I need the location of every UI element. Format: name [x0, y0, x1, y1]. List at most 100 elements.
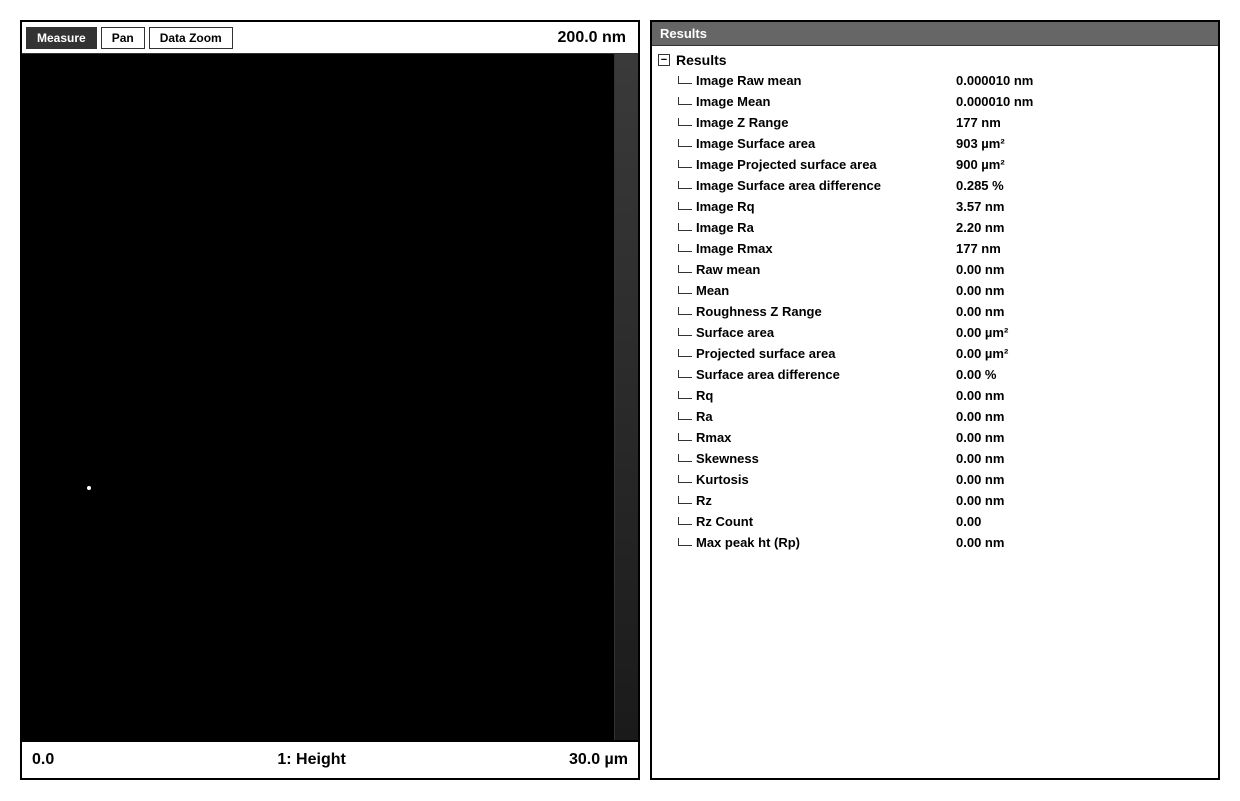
results-row[interactable]: Image Rmax177 nm — [654, 238, 1216, 259]
x-axis-min: 0.0 — [32, 751, 54, 769]
tree-connector-icon — [678, 496, 692, 504]
tree-connector-icon — [678, 160, 692, 168]
results-row-value: 0.00 µm² — [956, 325, 1008, 340]
results-row-value: 0.00 — [956, 514, 981, 529]
tree-connector-icon — [678, 244, 692, 252]
color-scale-bar — [614, 54, 638, 740]
results-row-label: Raw mean — [696, 262, 956, 277]
results-row[interactable]: Surface area0.00 µm² — [654, 322, 1216, 343]
tree-connector-icon — [678, 202, 692, 210]
results-row-label: Image Projected surface area — [696, 157, 956, 172]
results-row[interactable]: Rz Count0.00 — [654, 511, 1216, 532]
results-row[interactable]: Mean0.00 nm — [654, 280, 1216, 301]
results-header: Results — [652, 22, 1218, 46]
results-row-value: 0.00 nm — [956, 493, 1004, 508]
collapse-icon[interactable]: − — [658, 54, 670, 66]
results-row-value: 2.20 nm — [956, 220, 1004, 235]
results-row-value: 0.285 % — [956, 178, 1004, 193]
results-row-value: 177 nm — [956, 241, 1001, 256]
results-row[interactable]: Rmax0.00 nm — [654, 427, 1216, 448]
tree-connector-icon — [678, 286, 692, 294]
results-row-value: 0.000010 nm — [956, 94, 1033, 109]
results-row-value: 0.00 nm — [956, 451, 1004, 466]
z-scale-label: 200.0 nm — [558, 29, 634, 47]
results-row-value: 177 nm — [956, 115, 1001, 130]
pan-button[interactable]: Pan — [101, 27, 145, 49]
results-row[interactable]: Projected surface area0.00 µm² — [654, 343, 1216, 364]
results-row-value: 0.00 nm — [956, 262, 1004, 277]
tree-connector-icon — [678, 118, 692, 126]
results-row-label: Image Surface area difference — [696, 178, 956, 193]
results-row-value: 0.00 nm — [956, 304, 1004, 319]
channel-label: 1: Height — [54, 751, 569, 769]
results-row-label: Skewness — [696, 451, 956, 466]
results-row[interactable]: Rz0.00 nm — [654, 490, 1216, 511]
results-row[interactable]: Rq0.00 nm — [654, 385, 1216, 406]
results-row-label: Image Rq — [696, 199, 956, 214]
image-footer: 0.0 1: Height 30.0 µm — [22, 740, 638, 778]
results-row[interactable]: Ra0.00 nm — [654, 406, 1216, 427]
tree-connector-icon — [678, 454, 692, 462]
results-row-label: Rmax — [696, 430, 956, 445]
tree-connector-icon — [678, 370, 692, 378]
results-row-label: Kurtosis — [696, 472, 956, 487]
results-row-value: 0.00 nm — [956, 430, 1004, 445]
tree-connector-icon — [678, 475, 692, 483]
results-row[interactable]: Image Raw mean0.000010 nm — [654, 70, 1216, 91]
afm-image-viewport[interactable] — [22, 54, 614, 740]
results-row[interactable]: Image Surface area903 µm² — [654, 133, 1216, 154]
data-zoom-button[interactable]: Data Zoom — [149, 27, 233, 49]
results-row-value: 0.000010 nm — [956, 73, 1033, 88]
app-container: Measure Pan Data Zoom 200.0 nm 0.0 1: He… — [0, 0, 1240, 801]
results-row[interactable]: Image Rq3.57 nm — [654, 196, 1216, 217]
results-row[interactable]: Max peak ht (Rp)0.00 nm — [654, 532, 1216, 553]
results-row[interactable]: Kurtosis0.00 nm — [654, 469, 1216, 490]
results-row[interactable]: Raw mean0.00 nm — [654, 259, 1216, 280]
x-axis-max: 30.0 µm — [569, 751, 628, 769]
results-row-label: Max peak ht (Rp) — [696, 535, 956, 550]
results-row-value: 3.57 nm — [956, 199, 1004, 214]
results-tree: − Results Image Raw mean0.000010 nmImage… — [652, 46, 1218, 778]
tree-connector-icon — [678, 76, 692, 84]
tree-connector-icon — [678, 412, 692, 420]
tree-connector-icon — [678, 307, 692, 315]
results-row-label: Ra — [696, 409, 956, 424]
results-row-label: Projected surface area — [696, 346, 956, 361]
results-row-value: 903 µm² — [956, 136, 1005, 151]
tree-connector-icon — [678, 349, 692, 357]
results-root-node[interactable]: − Results — [654, 50, 1216, 70]
results-row-value: 0.00 nm — [956, 472, 1004, 487]
measure-button[interactable]: Measure — [26, 27, 97, 49]
results-row-value: 900 µm² — [956, 157, 1005, 172]
results-row[interactable]: Image Projected surface area900 µm² — [654, 154, 1216, 175]
results-row-value: 0.00 nm — [956, 535, 1004, 550]
results-row-label: Image Surface area — [696, 136, 956, 151]
image-feature-dot — [87, 486, 91, 490]
results-row-label: Image Rmax — [696, 241, 956, 256]
results-row-label: Image Mean — [696, 94, 956, 109]
results-row[interactable]: Roughness Z Range0.00 nm — [654, 301, 1216, 322]
image-toolbar: Measure Pan Data Zoom 200.0 nm — [22, 22, 638, 54]
results-row[interactable]: Image Z Range177 nm — [654, 112, 1216, 133]
results-root-label: Results — [676, 52, 727, 68]
tree-connector-icon — [678, 97, 692, 105]
results-row-label: Surface area difference — [696, 367, 956, 382]
results-panel: Results − Results Image Raw mean0.000010… — [650, 20, 1220, 780]
tree-connector-icon — [678, 433, 692, 441]
tree-connector-icon — [678, 517, 692, 525]
results-row-label: Rq — [696, 388, 956, 403]
tree-connector-icon — [678, 139, 692, 147]
tree-connector-icon — [678, 265, 692, 273]
results-row[interactable]: Skewness0.00 nm — [654, 448, 1216, 469]
results-row[interactable]: Image Surface area difference0.285 % — [654, 175, 1216, 196]
image-area — [22, 54, 638, 740]
results-row[interactable]: Image Mean0.000010 nm — [654, 91, 1216, 112]
tree-connector-icon — [678, 538, 692, 546]
results-row[interactable]: Image Ra2.20 nm — [654, 217, 1216, 238]
results-row-label: Image Raw mean — [696, 73, 956, 88]
results-row[interactable]: Surface area difference0.00 % — [654, 364, 1216, 385]
results-row-label: Mean — [696, 283, 956, 298]
tree-connector-icon — [678, 328, 692, 336]
results-row-label: Image Ra — [696, 220, 956, 235]
results-row-label: Rz Count — [696, 514, 956, 529]
